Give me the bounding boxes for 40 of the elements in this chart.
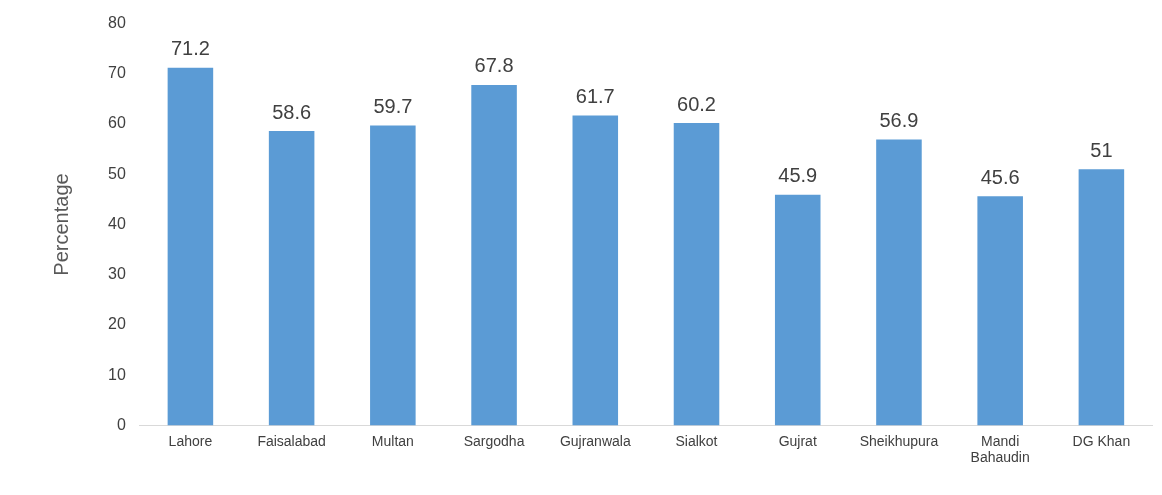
y-axis-title: Percentage: [49, 173, 72, 276]
bar: [1078, 169, 1125, 426]
data-label: 60.2: [677, 92, 716, 115]
y-tick-label: 30: [108, 265, 126, 283]
data-label: 51: [1090, 138, 1113, 161]
x-tick-label: Mandi Bahaudin: [970, 432, 1030, 466]
x-tick-label: Lahore: [168, 432, 213, 449]
y-tick-label: 50: [108, 164, 126, 182]
y-tick-label: 20: [108, 315, 126, 333]
x-tick-label: Multan: [371, 432, 414, 449]
y-tick-label: 70: [108, 64, 126, 82]
data-label: 45.9: [778, 164, 818, 187]
y-tick-label: 40: [108, 214, 126, 232]
bar: [774, 194, 821, 426]
y-tick-label: 0: [116, 415, 126, 433]
bar: [876, 139, 922, 426]
data-label: 61.7: [575, 85, 615, 108]
x-tick-label: Faisalabad: [257, 432, 326, 449]
bar: [977, 196, 1023, 426]
bar: [572, 115, 619, 426]
x-tick-label: Sheikhupura: [859, 432, 939, 449]
bar: [471, 84, 517, 426]
x-tick-label: Gujranwala: [559, 432, 631, 449]
bar: [167, 67, 214, 426]
x-tick-label: Sargodha: [463, 432, 525, 449]
data-label: 71.2: [170, 37, 210, 60]
data-label: 56.9: [879, 109, 919, 132]
data-label: 67.8: [474, 54, 514, 77]
x-tick-label: DG Khan: [1072, 432, 1131, 449]
y-tick-label: 80: [108, 14, 126, 32]
bar: [268, 131, 315, 426]
y-tick-label: 60: [108, 114, 126, 132]
x-tick-label: Gujrat: [778, 432, 817, 449]
y-tick-label: 10: [108, 365, 126, 383]
x-tick-label: Sialkot: [675, 432, 718, 449]
bar: [370, 125, 416, 426]
data-label: 45.6: [980, 165, 1020, 188]
data-label: 59.7: [373, 95, 413, 118]
bar: [673, 123, 720, 426]
data-label: 58.6: [272, 100, 312, 123]
